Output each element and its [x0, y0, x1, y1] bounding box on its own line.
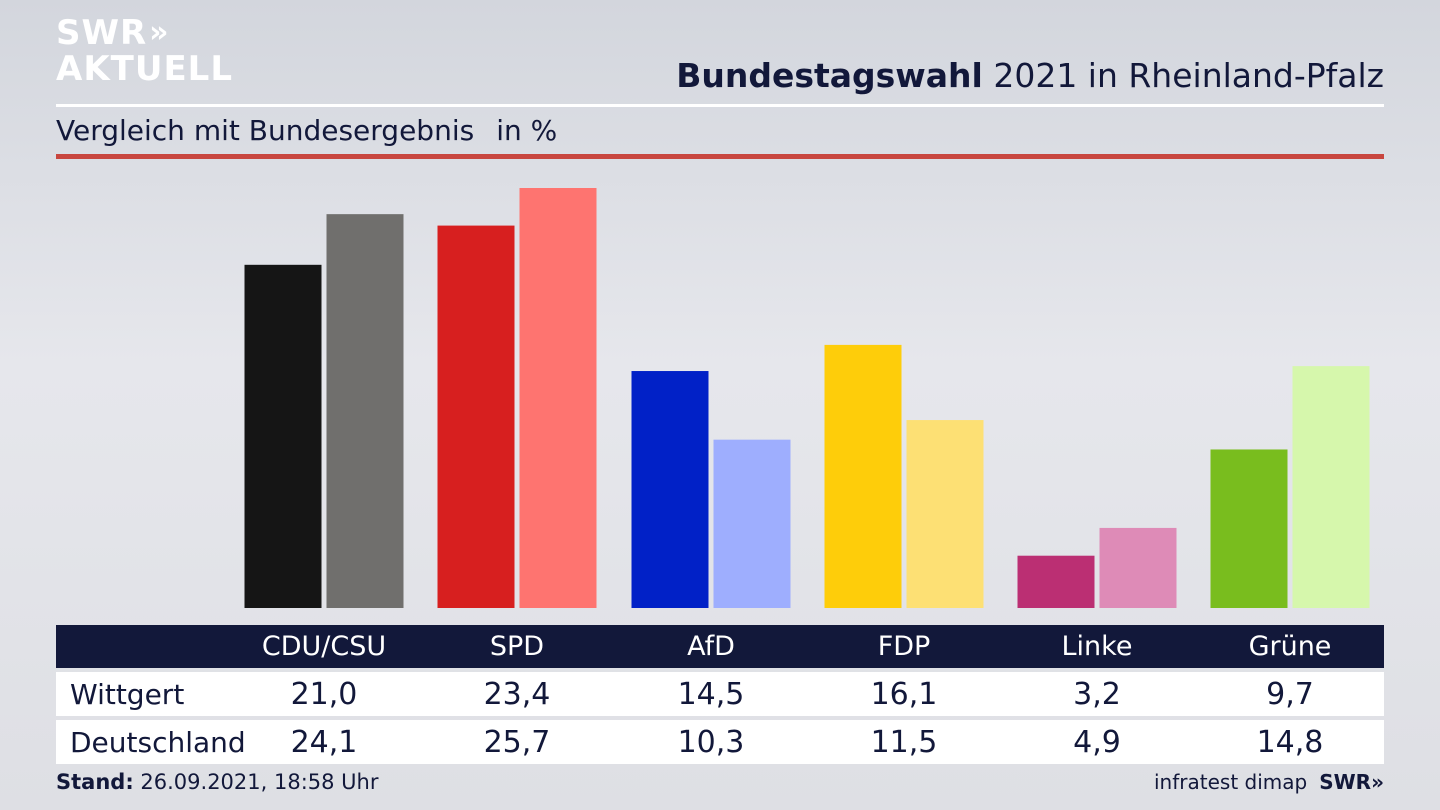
bar-spd-wittgert — [437, 225, 515, 608]
table-header-row: CDU/CSU SPD AfD FDP Linke Grüne — [56, 625, 1384, 668]
source-text: infratest dimap — [1154, 770, 1308, 794]
table-cell: 11,5 — [870, 724, 938, 760]
source-credit: infratest dimap SWR» — [1154, 770, 1384, 794]
stand-label: Stand: — [56, 770, 134, 794]
column-header: AfD — [687, 631, 735, 662]
row-label: Deutschland — [70, 725, 246, 759]
table-cell: 23,4 — [483, 676, 551, 712]
results-table: CDU/CSU SPD AfD FDP Linke Grüne Wittgert 21,0 2… — [56, 625, 1384, 764]
chart-subtitle: Vergleich mit Bundesergebnis in % — [56, 114, 557, 147]
bar-linke-wittgert — [1017, 555, 1095, 608]
swr-brand-icon: SWR» — [1319, 770, 1384, 794]
column-header: FDP — [877, 631, 931, 662]
table-cell: 16,1 — [870, 676, 938, 712]
table-cell: 10,3 — [677, 724, 745, 760]
table-cell: 3,2 — [1073, 676, 1121, 712]
timestamp: Stand: 26.09.2021, 18:58 Uhr — [56, 770, 379, 794]
column-header: SPD — [489, 631, 545, 662]
bar-afd-deutschland — [713, 439, 791, 608]
table-cell: 24,1 — [290, 724, 358, 760]
bar-afd-wittgert — [631, 371, 709, 608]
bar-grüne-deutschland — [1292, 366, 1370, 608]
bar-spd-deutschland — [519, 188, 597, 608]
table-cell: 14,5 — [677, 676, 745, 712]
page-title-bold: Bundestagswahl — [676, 56, 983, 95]
logo-swr-text: SWR — [56, 13, 148, 53]
header-divider — [56, 104, 1384, 107]
table-row-wittgert: Wittgert 21,0 23,4 14,5 16,1 3,2 9,7 — [56, 672, 1384, 716]
bar-fdp-deutschland — [906, 420, 984, 608]
bar-linke-deutschland — [1099, 527, 1177, 608]
stand-value: 26.09.2021, 18:58 Uhr — [133, 770, 379, 794]
column-header: Grüne — [1248, 631, 1332, 662]
table-cell: 4,9 — [1073, 724, 1121, 760]
column-header: CDU/CSU — [261, 631, 387, 662]
table-row-deutschland: Deutschland 24,1 25,7 10,3 11,5 4,9 14,8 — [56, 720, 1384, 764]
table-cell: 14,8 — [1256, 724, 1324, 760]
table-cell: 25,7 — [483, 724, 551, 760]
row-label: Wittgert — [70, 677, 185, 711]
bar-fdp-wittgert — [824, 344, 902, 608]
logo-aktuell-text: AKTUELL — [56, 49, 234, 89]
subtitle-text: Vergleich mit Bundesergebnis — [56, 114, 475, 147]
table-cell: 9,7 — [1266, 676, 1314, 712]
accent-divider — [56, 154, 1384, 159]
page-title-rest: 2021 in Rheinland-Pfalz — [982, 56, 1384, 95]
subtitle-unit: in % — [496, 114, 558, 147]
table-cell: 21,0 — [290, 676, 358, 712]
column-header: Linke — [1061, 631, 1133, 662]
bar-cdu-csu-wittgert — [244, 264, 322, 608]
swr-aktuell-logo: SWR» AKTUELL — [56, 16, 233, 86]
bar-cdu-csu-deutschland — [326, 214, 404, 608]
bar-grüne-wittgert — [1210, 449, 1288, 608]
page-title: Bundestagswahl 2021 in Rheinland-Pfalz — [676, 56, 1384, 95]
